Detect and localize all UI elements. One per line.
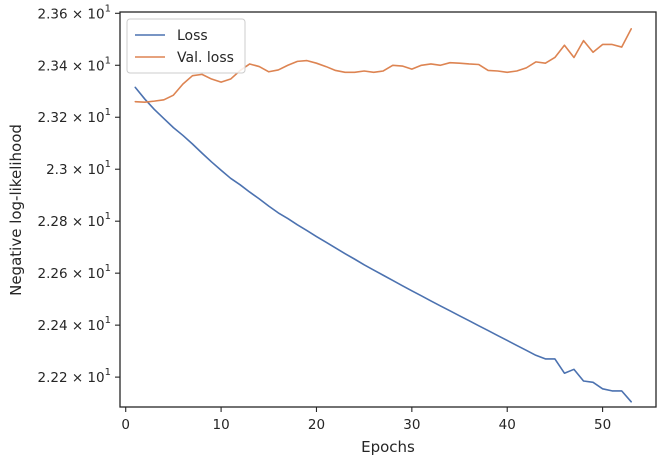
y-tick-label: 2.26 × 101 <box>37 263 111 282</box>
x-tick-label: 0 <box>121 417 130 433</box>
x-tick-label: 20 <box>308 417 325 433</box>
y-tick-label: 2.22 × 101 <box>37 367 111 386</box>
plot-frame <box>119 11 657 408</box>
x-tick-label: 40 <box>499 417 516 433</box>
legend-label-val-loss: Val. loss <box>177 50 234 66</box>
series-line-loss <box>134 86 633 403</box>
x-axis-ticks: 0 10 20 30 40 50 <box>121 407 611 433</box>
y-tick-label: 2.34 × 101 <box>37 55 111 74</box>
legend-box <box>126 18 246 74</box>
y-tick-label: 2.24 × 101 <box>37 315 111 334</box>
legend: Loss Val. loss <box>126 18 246 74</box>
series-line-val-loss <box>134 28 633 103</box>
x-tick-label: 10 <box>213 417 230 433</box>
y-axis-label: Negative log-likelihood <box>7 124 25 296</box>
y-tick-label: 2.36 × 101 <box>37 3 111 22</box>
series-layer <box>134 28 633 403</box>
x-tick-label: 50 <box>594 417 611 433</box>
x-axis-label: Epochs <box>361 438 415 456</box>
y-axis-ticks: 2.22 × 101 2.24 × 101 2.26 × 101 2.28 × 101… <box>37 3 120 386</box>
y-tick-label: 2.3 × 101 <box>46 159 111 178</box>
y-tick-label: 2.32 × 101 <box>37 107 111 126</box>
y-tick-label: 2.28 × 101 <box>37 211 111 230</box>
legend-label-loss: Loss <box>177 28 208 44</box>
x-tick-label: 30 <box>403 417 420 433</box>
